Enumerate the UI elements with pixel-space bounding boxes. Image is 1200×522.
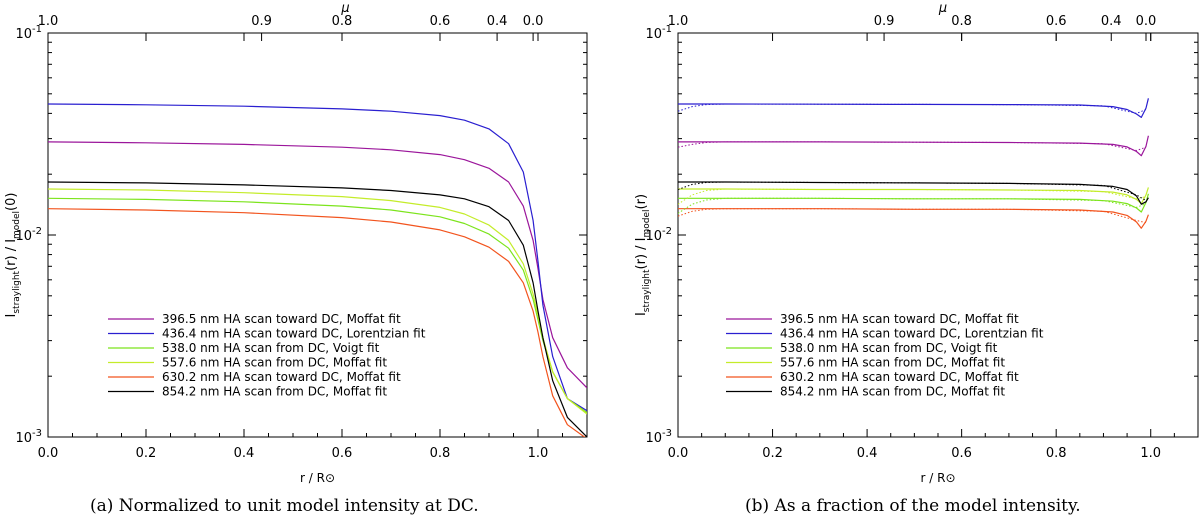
x-tick-label: 1.0	[1140, 446, 1161, 461]
legend-label: 436.4 nm HA scan toward DC, Lorentzian f…	[780, 327, 1044, 341]
series-line-fit	[678, 208, 1147, 224]
x-tick-label: 0.6	[951, 446, 972, 461]
chart-panel-a: 0.0 0.2 0.4 0.6 0.8 1.0 1.0 0.9 0.8 0.6 0.4 0.0 μ 10-…	[4, 1, 588, 485]
legend-label: 557.6 nm HA scan from DC, Moffat fit	[162, 356, 387, 370]
x-tick-label: 0.4	[857, 446, 878, 461]
mu-axis-label: μ	[340, 1, 349, 16]
y-tick-label: 10-1	[15, 24, 42, 42]
series-line	[48, 188, 587, 415]
mu-tick-label: 0.9	[874, 14, 895, 29]
series-line	[48, 208, 586, 437]
legend-label: 557.6 nm HA scan from DC, Moffat fit	[780, 356, 1005, 370]
x-axis-label: r / R⊙	[300, 471, 335, 485]
series-line-fit	[678, 181, 1147, 202]
legend-label: 396.5 nm HA scan toward DC, Moffat fit	[780, 312, 1019, 326]
legend-label: 854.2 nm HA scan from DC, Moffat fit	[780, 385, 1005, 399]
legend-label: 630.2 nm HA scan toward DC, Moffat fit	[780, 370, 1019, 384]
mu-tick-label: 1.0	[38, 14, 59, 29]
series-line	[48, 181, 587, 437]
series-line	[678, 98, 1149, 119]
x-tick-label: 0.0	[38, 446, 59, 461]
legend-label: 630.2 nm HA scan toward DC, Moffat fit	[162, 370, 401, 384]
x-tick-label: 0.8	[1046, 446, 1067, 461]
mu-tick-label: 0.6	[430, 14, 451, 29]
y-axis-label: Istraylight(r) / Imodel(0)	[4, 193, 22, 318]
y-tick-label: 10-3	[15, 428, 42, 446]
legend-label: 538.0 nm HA scan from DC, Voigt fit	[162, 341, 380, 355]
mu-tick-label: 0.9	[251, 14, 272, 29]
x-tick-label: 0.4	[234, 446, 255, 461]
mu-tick-label: 0.0	[1136, 14, 1157, 29]
y-tick-label: 10-2	[645, 226, 672, 244]
mu-axis-label: μ	[938, 1, 947, 16]
series-line	[678, 208, 1149, 229]
mu-tick-label: 0.0	[523, 14, 544, 29]
mu-tick-label: 0.6	[1046, 14, 1067, 29]
y-tick-label: 10-2	[15, 226, 42, 244]
mu-tick-label: 0.8	[951, 14, 972, 29]
series-line	[678, 135, 1149, 157]
x-tick-label: 0.8	[430, 446, 451, 461]
series-line-fit	[678, 141, 1147, 151]
series-line	[48, 103, 587, 412]
series-line-fit	[678, 103, 1147, 114]
series-line	[48, 141, 587, 389]
mu-tick-label: 1.0	[668, 14, 689, 29]
caption-panel-a: (a) Normalized to unit model intensity a…	[90, 496, 479, 516]
x-tick-label: 0.2	[762, 446, 783, 461]
mu-tick-label: 0.4	[1101, 14, 1122, 29]
x-tick-label: 0.0	[668, 446, 689, 461]
x-axis-label: r / R⊙	[921, 471, 956, 485]
mu-tick-label: 0.8	[332, 14, 353, 29]
chart-panel-b: 0.0 0.2 0.4 0.6 0.8 1.0 1.0 0.9 0.8 0.6 0.4 0.0 μ 10-…	[634, 1, 1199, 485]
legend-label: 854.2 nm HA scan from DC, Moffat fit	[162, 385, 387, 399]
legend-label: 538.0 nm HA scan from DC, Voigt fit	[780, 341, 998, 355]
mu-tick-label: 0.4	[487, 14, 508, 29]
series-line	[678, 181, 1149, 205]
legend-label: 396.5 nm HA scan toward DC, Moffat fit	[162, 312, 401, 326]
x-tick-label: 1.0	[528, 446, 549, 461]
caption-panel-b: (b) As a fraction of the model intensity…	[745, 496, 1081, 516]
series-line-fit	[678, 188, 1147, 205]
x-tick-label: 0.6	[332, 446, 353, 461]
y-tick-label: 10-3	[645, 428, 672, 446]
y-axis-label: Istraylight(r) / Imodel(r)	[634, 194, 652, 316]
series-line-fit	[678, 197, 1147, 214]
x-tick-label: 0.2	[136, 446, 157, 461]
y-tick-label: 10-1	[645, 24, 672, 42]
series-line	[678, 193, 1149, 213]
legend-label: 436.4 nm HA scan toward DC, Lorentzian f…	[162, 327, 426, 341]
